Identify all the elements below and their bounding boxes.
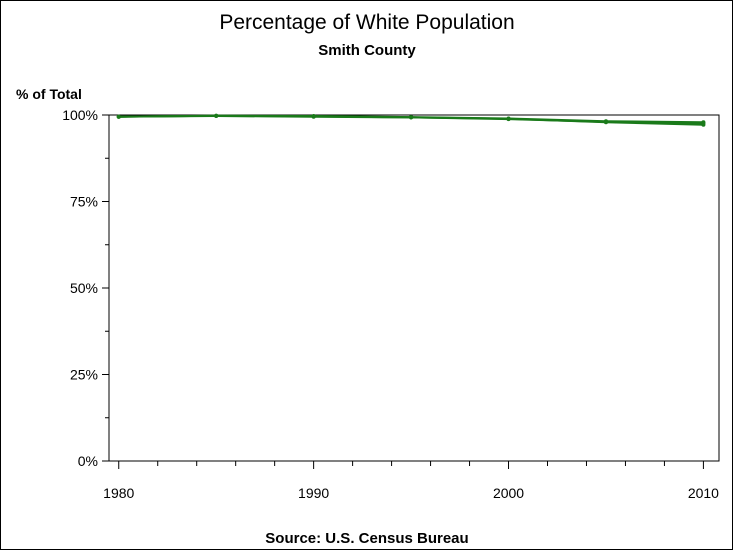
data-point [701, 121, 706, 126]
chart-title: Percentage of White Population [219, 11, 514, 34]
plot-area [108, 114, 720, 462]
series-layer [116, 113, 706, 127]
data-point [311, 114, 316, 119]
chart-subtitle: Smith County [318, 42, 416, 59]
y-tick-label: 100% [62, 107, 98, 123]
data-point [506, 117, 511, 122]
y-axis-label: % of Total [16, 86, 82, 102]
data-point [603, 119, 608, 124]
data-point [116, 114, 121, 119]
source-note: Source: U.S. Census Bureau [265, 530, 468, 547]
x-tick-label: 2000 [493, 485, 524, 501]
x-tick-label: 2010 [688, 485, 719, 501]
x-tick-label: 1990 [298, 485, 329, 501]
y-tick-label: 75% [70, 194, 98, 210]
x-tick-label: 1980 [103, 485, 134, 501]
y-tick-label: 25% [70, 367, 98, 383]
y-tick-label: 0% [78, 453, 98, 469]
y-axis: 0% 25% 50% 75% 100% [62, 107, 109, 469]
data-point [409, 115, 414, 120]
y-tick-label: 50% [70, 280, 98, 296]
data-point [214, 114, 219, 119]
x-axis: 1980 1990 2000 2010 [103, 461, 719, 501]
